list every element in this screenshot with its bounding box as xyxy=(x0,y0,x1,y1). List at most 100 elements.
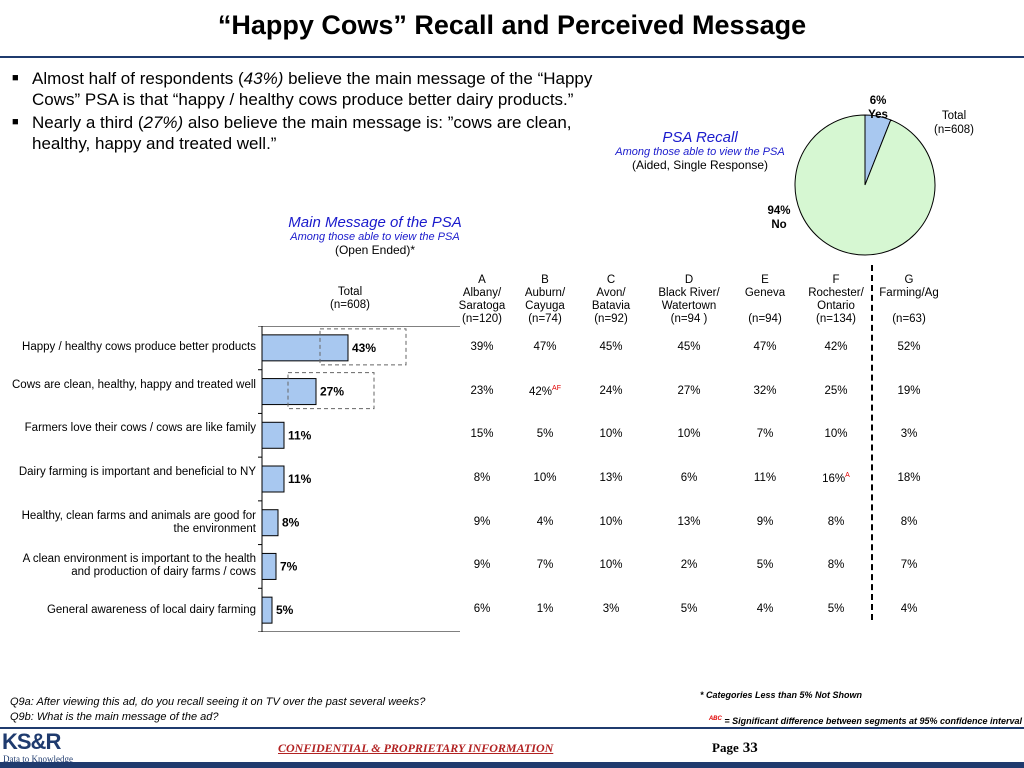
pie-total-n: (n=608) xyxy=(934,124,974,136)
page-title: “Happy Cows” Recall and Perceived Messag… xyxy=(217,10,807,40)
segment-letter: G xyxy=(904,274,914,286)
cell-value: 5% xyxy=(536,428,554,441)
cell-value: 24% xyxy=(599,384,623,397)
table-cell: 9% xyxy=(442,516,522,528)
cell-value: 13% xyxy=(599,472,623,484)
page-label: Page xyxy=(712,740,739,755)
table-cell: 42%AF xyxy=(505,385,585,398)
cell-value: 27% xyxy=(677,384,701,397)
table-cell: 6% xyxy=(649,472,729,484)
cell-value: 45% xyxy=(677,340,701,353)
segment-letter: E xyxy=(761,274,769,286)
cell-value: 18% xyxy=(897,472,921,484)
segment-header-c: C Avon/Batavia (n=92) xyxy=(571,274,651,326)
cell-value: 8% xyxy=(827,515,845,528)
table-cell: 4% xyxy=(869,603,949,615)
segment-header-f: F Rochester/Ontario (n=134) xyxy=(796,274,876,326)
cell-value: 4% xyxy=(900,603,918,616)
footer-top-rule xyxy=(0,727,1024,729)
cell-value: 2% xyxy=(680,559,698,572)
recall-subtitle: Among those able to view the PSA xyxy=(615,146,785,158)
page-number: Page 33 xyxy=(712,739,758,757)
recall-title: PSA Recall xyxy=(662,129,738,146)
bar xyxy=(261,378,317,406)
cell-value: 10% xyxy=(599,515,623,528)
table-cell: 7% xyxy=(869,559,949,571)
segment-name: Rochester/ xyxy=(808,287,864,299)
segment-divider xyxy=(871,265,873,620)
table-cell: 8% xyxy=(869,516,949,528)
segment-letter: B xyxy=(541,274,549,286)
category-label: Happy / healthy cows produce better prod… xyxy=(22,341,256,354)
significance-note: ABC = Significant difference between seg… xyxy=(650,716,1022,726)
segment-name: Auburn/ xyxy=(524,287,566,299)
segment-letter: F xyxy=(832,274,840,286)
cell-value: 9% xyxy=(756,515,774,528)
table-cell: 47% xyxy=(505,341,585,353)
table-cell: 5% xyxy=(725,559,805,571)
bar-value-label: 11% xyxy=(288,472,312,486)
segment-name xyxy=(725,300,805,313)
cell-value: 19% xyxy=(897,384,921,397)
cell-value: 16% xyxy=(822,472,846,485)
cell-value: 1% xyxy=(536,603,554,616)
table-cell: 15% xyxy=(442,428,522,440)
title-divider xyxy=(0,56,1024,58)
total-n: (n=608) xyxy=(330,299,370,311)
message-subtitle: Among those able to view the PSA xyxy=(290,231,460,243)
key-findings: ■ Almost half of respondents (43%) belie… xyxy=(10,68,595,156)
table-cell: 10% xyxy=(571,428,651,440)
cell-value: 7% xyxy=(536,559,554,572)
pie-yes-label: Yes xyxy=(868,109,888,121)
segment-n: (n=120) xyxy=(462,313,502,325)
table-cell: 5% xyxy=(505,428,585,440)
bar xyxy=(261,465,285,493)
footer-bottom-bar xyxy=(0,762,1024,768)
logo-mark: KS&R xyxy=(2,729,61,754)
cell-value: 42% xyxy=(824,340,848,353)
category-label: General awareness of local dairy farming xyxy=(46,603,256,616)
table-cell: 24% xyxy=(571,385,651,397)
category-label: A clean environment is important to the … xyxy=(22,553,256,579)
bar xyxy=(261,509,279,537)
table-cell: 16%A xyxy=(796,472,876,485)
segment-name: Black River/ xyxy=(658,287,720,299)
segment-letter: D xyxy=(684,274,694,286)
page-number-value: 33 xyxy=(742,740,758,756)
table-cell: 19% xyxy=(869,385,949,397)
table-cell: 11% xyxy=(725,472,805,484)
bullet-square-icon: ■ xyxy=(12,72,19,84)
table-cell: 7% xyxy=(725,428,805,440)
significance-text: = Significant difference between segment… xyxy=(721,716,1022,726)
ksr-logo: KS&R Data to Knowledge xyxy=(0,729,86,768)
category-label: Cows are clean, healthy, happy and treat… xyxy=(12,378,256,391)
table-cell: 27% xyxy=(649,385,729,397)
recall-note: (Aided, Single Response) xyxy=(631,158,769,172)
categories-note: * Categories Less than 5% Not Shown xyxy=(700,690,863,700)
segment-n: (n=134) xyxy=(816,313,856,325)
cell-value: 25% xyxy=(824,384,848,397)
category-label: Dairy farming is important and beneficia… xyxy=(18,466,256,478)
segment-n: (n=94 ) xyxy=(670,313,708,325)
cell-value: 8% xyxy=(900,515,918,528)
bar xyxy=(261,596,273,624)
table-cell: 39% xyxy=(442,341,522,353)
cell-value: 8% xyxy=(827,559,845,572)
segment-name: Farming/Ag xyxy=(879,287,939,299)
logo-tagline: Data to Knowledge xyxy=(3,754,73,764)
question-q9b: Q9b: What is the main message of the ad? xyxy=(10,711,219,723)
table-cell: 42% xyxy=(796,341,876,353)
segment-letter: C xyxy=(606,274,616,286)
cell-value: 23% xyxy=(470,384,494,397)
table-cell: 9% xyxy=(725,516,805,528)
significance-marker: AF xyxy=(552,384,561,392)
table-cell: 32% xyxy=(725,385,805,397)
cell-value: 39% xyxy=(470,340,494,353)
cell-value: 7% xyxy=(756,428,774,441)
segment-name: Albany/ xyxy=(462,287,502,299)
segment-header-g: G Farming/Ag (n=63) xyxy=(869,274,949,326)
segment-n: (n=63) xyxy=(892,313,926,325)
bar xyxy=(261,552,277,580)
cell-value: 4% xyxy=(756,603,774,616)
cell-value: 15% xyxy=(470,428,494,441)
